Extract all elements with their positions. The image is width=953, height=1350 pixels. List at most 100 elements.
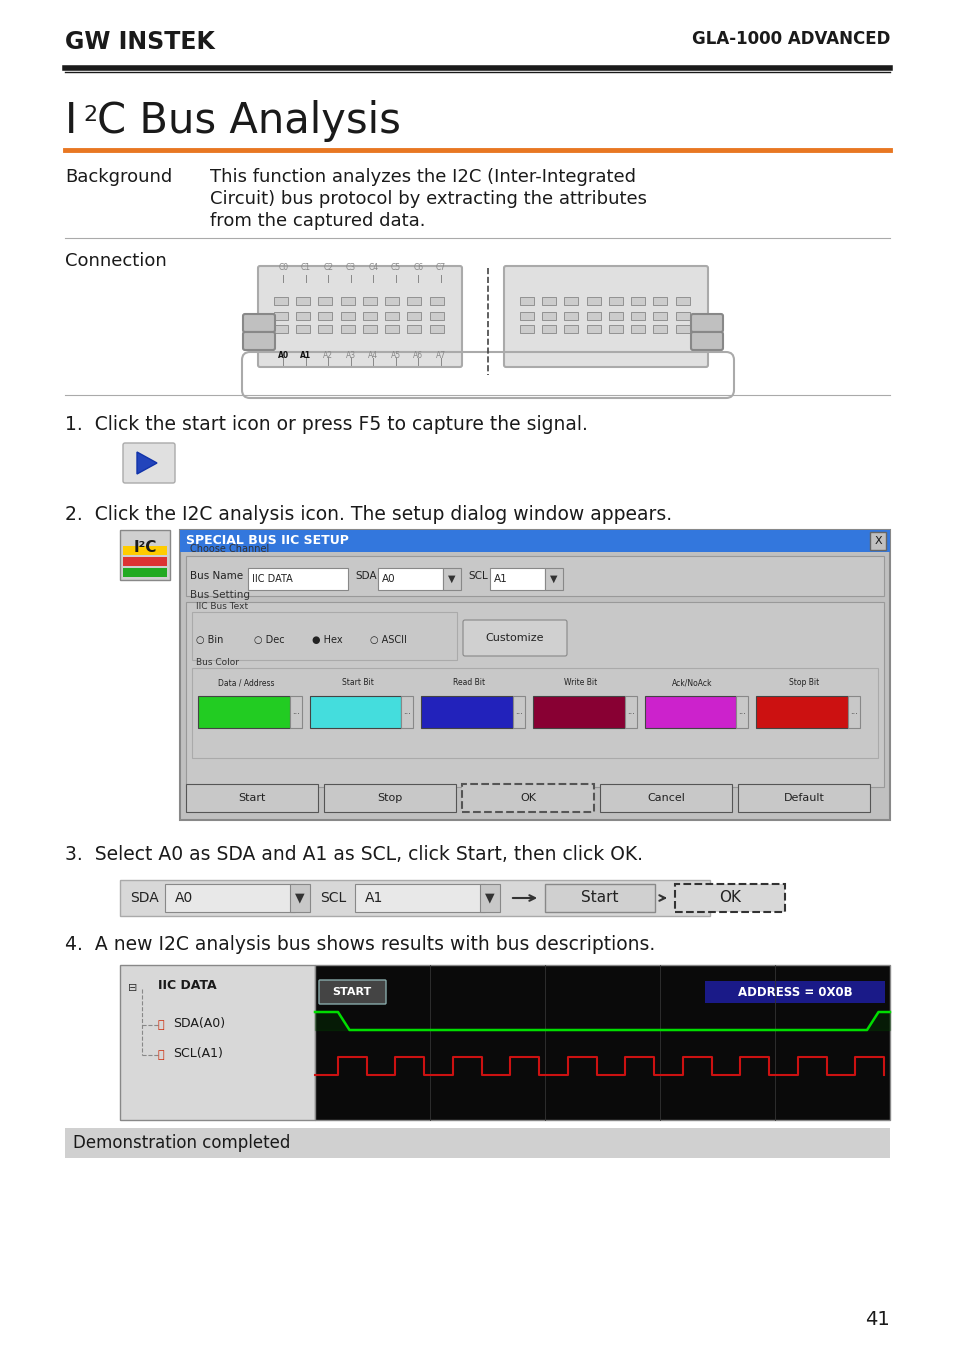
- Bar: [363, 297, 376, 305]
- Text: ADDRESS = 0X0B: ADDRESS = 0X0B: [737, 986, 851, 999]
- Bar: [564, 312, 578, 320]
- Bar: [290, 884, 310, 913]
- Text: SCL(A1): SCL(A1): [172, 1048, 223, 1060]
- FancyBboxPatch shape: [186, 602, 883, 787]
- FancyBboxPatch shape: [243, 332, 274, 350]
- Text: Choose Channel: Choose Channel: [190, 544, 269, 554]
- Bar: [564, 297, 578, 305]
- FancyBboxPatch shape: [503, 266, 707, 367]
- Bar: [407, 312, 421, 320]
- FancyBboxPatch shape: [690, 315, 722, 332]
- Text: ● Hex: ● Hex: [312, 634, 342, 645]
- Bar: [675, 312, 689, 320]
- Text: ○ Bin: ○ Bin: [195, 634, 223, 645]
- Text: ▼: ▼: [448, 574, 456, 585]
- Bar: [847, 697, 859, 728]
- Bar: [541, 312, 556, 320]
- Text: C7: C7: [436, 263, 445, 271]
- FancyBboxPatch shape: [318, 980, 386, 1004]
- Bar: [123, 545, 167, 555]
- Text: ...: ...: [515, 707, 522, 717]
- Polygon shape: [137, 452, 157, 474]
- Bar: [608, 325, 622, 333]
- Text: OK: OK: [719, 891, 740, 906]
- FancyBboxPatch shape: [675, 884, 784, 913]
- Text: SCL: SCL: [319, 891, 346, 904]
- Text: Background: Background: [65, 167, 172, 186]
- Bar: [675, 325, 689, 333]
- Bar: [544, 568, 562, 590]
- Text: A0: A0: [174, 891, 193, 904]
- Text: I²C: I²C: [133, 540, 156, 555]
- Text: Write Bit: Write Bit: [563, 678, 597, 687]
- Text: Bus Setting: Bus Setting: [190, 590, 250, 599]
- Text: C1: C1: [300, 263, 311, 271]
- Bar: [296, 297, 310, 305]
- Text: This function analyzes the I2C (Inter-Integrated: This function analyzes the I2C (Inter-In…: [210, 167, 636, 186]
- Text: A1: A1: [300, 351, 311, 360]
- FancyBboxPatch shape: [257, 266, 461, 367]
- Text: ...: ...: [849, 707, 857, 717]
- Text: SCL: SCL: [468, 571, 487, 580]
- Bar: [65, 1129, 889, 1158]
- Bar: [407, 325, 421, 333]
- Text: C6: C6: [413, 263, 423, 271]
- Text: Stop: Stop: [377, 792, 402, 803]
- Text: A5: A5: [391, 351, 400, 360]
- Text: from the captured data.: from the captured data.: [210, 212, 425, 230]
- Bar: [290, 697, 301, 728]
- FancyBboxPatch shape: [462, 620, 566, 656]
- Text: ⊟: ⊟: [128, 983, 137, 994]
- Bar: [340, 325, 355, 333]
- Text: Default: Default: [782, 792, 823, 803]
- Bar: [385, 325, 399, 333]
- Bar: [180, 531, 889, 819]
- Text: START: START: [332, 987, 372, 998]
- FancyBboxPatch shape: [165, 884, 294, 913]
- Text: A6: A6: [413, 351, 423, 360]
- Bar: [653, 312, 667, 320]
- Bar: [631, 312, 644, 320]
- Bar: [653, 325, 667, 333]
- Text: A0: A0: [277, 351, 289, 360]
- Text: IIC Bus Text: IIC Bus Text: [195, 602, 248, 612]
- Text: SDA: SDA: [355, 571, 376, 580]
- Bar: [586, 312, 600, 320]
- Bar: [385, 297, 399, 305]
- Text: X: X: [873, 536, 881, 545]
- Bar: [198, 697, 290, 728]
- Bar: [429, 297, 443, 305]
- FancyBboxPatch shape: [461, 784, 594, 811]
- Text: SDA: SDA: [130, 891, 158, 904]
- Bar: [429, 312, 443, 320]
- Bar: [564, 325, 578, 333]
- Text: C5: C5: [391, 263, 400, 271]
- Bar: [401, 697, 413, 728]
- Text: 2: 2: [83, 105, 97, 126]
- Bar: [756, 697, 847, 728]
- Text: 2.  Click the I2C analysis icon. The setup dialog window appears.: 2. Click the I2C analysis icon. The setu…: [65, 505, 672, 524]
- Text: 🗸: 🗸: [158, 1050, 165, 1060]
- Text: OK: OK: [519, 792, 536, 803]
- Text: C2: C2: [323, 263, 333, 271]
- Bar: [123, 558, 167, 566]
- Text: GLA-1000 ADVANCED: GLA-1000 ADVANCED: [691, 30, 889, 49]
- Bar: [180, 531, 889, 552]
- Bar: [314, 965, 889, 1120]
- FancyBboxPatch shape: [490, 568, 544, 590]
- Text: A1: A1: [365, 891, 383, 904]
- FancyBboxPatch shape: [324, 784, 456, 811]
- Bar: [631, 325, 644, 333]
- Text: C3: C3: [345, 263, 355, 271]
- Text: Ack/NoAck: Ack/NoAck: [672, 678, 712, 687]
- FancyBboxPatch shape: [243, 315, 274, 332]
- FancyBboxPatch shape: [355, 884, 484, 913]
- Bar: [586, 325, 600, 333]
- Text: GW INSTEK: GW INSTEK: [65, 30, 214, 54]
- Bar: [519, 297, 534, 305]
- Bar: [608, 312, 622, 320]
- Bar: [310, 697, 401, 728]
- Text: Read Bit: Read Bit: [453, 678, 485, 687]
- FancyBboxPatch shape: [544, 884, 655, 913]
- Text: Start: Start: [580, 891, 618, 906]
